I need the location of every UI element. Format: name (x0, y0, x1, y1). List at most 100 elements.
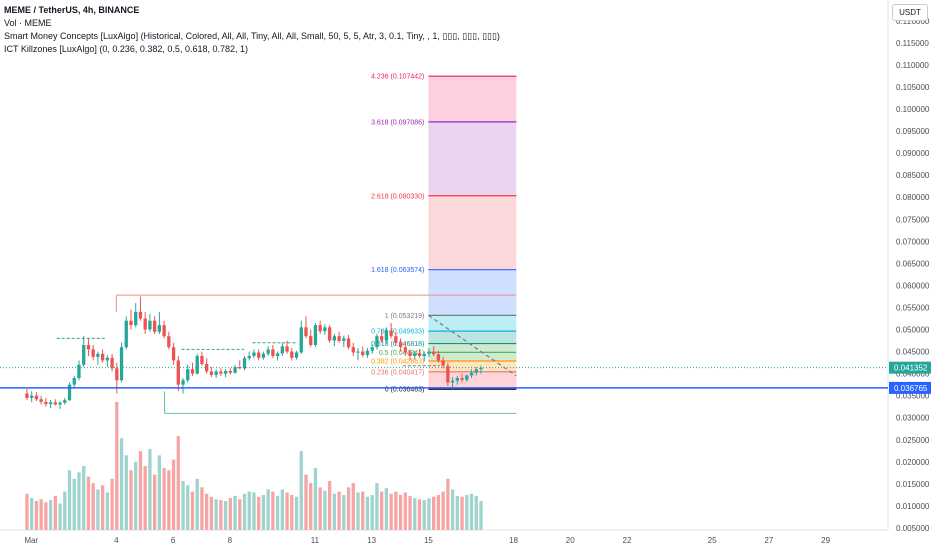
time-tick-label: 27 (764, 536, 773, 545)
fib-zone (428, 269, 517, 316)
candle-body (214, 371, 218, 375)
fib-level-label: 0 (0.036463) (385, 387, 425, 394)
volume-bar (417, 499, 422, 530)
candle-body (176, 360, 180, 385)
candle-body (247, 356, 251, 359)
volume-bar (48, 500, 53, 530)
fib-zone (428, 343, 517, 353)
fib-level-label: 0.618 (0.046818) (371, 341, 424, 348)
price-tick-label: 0.110000 (896, 61, 929, 70)
volume-bar (100, 485, 105, 530)
price-tick-label: 0.100000 (896, 105, 930, 114)
candle-body (63, 400, 67, 403)
currency-button[interactable]: USDT (892, 4, 928, 21)
volume-bar (318, 487, 322, 530)
candle-body (422, 353, 426, 356)
volume-bar (346, 487, 351, 530)
volume-bar (479, 500, 483, 530)
candle-body (403, 347, 407, 353)
candle-body (375, 336, 379, 348)
volume-bar (223, 500, 228, 530)
candle-body (441, 360, 445, 366)
volume-bar (148, 448, 152, 530)
price-tick-label: 0.090000 (896, 149, 930, 158)
candle-body (209, 371, 214, 375)
candle-body (299, 327, 303, 353)
candle-body (181, 380, 185, 385)
candle-body (394, 336, 398, 343)
fib-level-label: 3.618 (0.097086) (371, 119, 424, 126)
price-tick-label: 0.075000 (896, 215, 930, 224)
volume-bar (157, 455, 162, 530)
candle-body (257, 352, 261, 358)
volume-bar (413, 498, 417, 530)
candle-body (261, 353, 266, 358)
candle-body (323, 327, 327, 332)
candle-body (384, 330, 389, 341)
candle-body (152, 320, 157, 332)
symbol-title[interactable]: MEME / TetherUS, 4h, BINANCE (4, 5, 140, 15)
smc-indicator-label[interactable]: Smart Money Concepts [LuxAlgo] (Historic… (4, 31, 500, 41)
volume-indicator-label[interactable]: Vol · MEME (4, 18, 52, 28)
candle-body (417, 353, 422, 356)
candle-body (143, 318, 147, 330)
candle-body (167, 336, 171, 348)
volume-bar (403, 492, 407, 530)
candle-body (91, 349, 95, 357)
fib-zone (428, 361, 517, 372)
time-tick-label: 18 (509, 536, 518, 545)
candle-body (242, 358, 247, 369)
volume-bar (115, 402, 119, 530)
chart-legend: MEME / TetherUS, 4h, BINANCE Vol · MEME … (4, 4, 500, 56)
candle-body (134, 311, 138, 326)
volume-bar (110, 478, 114, 530)
volume-bar (176, 436, 180, 530)
candle-body (465, 375, 469, 380)
blue-line-tag-label: 0.036765 (894, 384, 928, 393)
candle-body (479, 367, 483, 370)
volume-bar (427, 498, 431, 530)
candle-body (53, 402, 57, 405)
candle-body (413, 353, 417, 356)
fib-zone (428, 371, 517, 390)
candle-body (105, 357, 110, 361)
volume-bar (77, 472, 81, 530)
volume-bar (190, 491, 195, 530)
candle-body (275, 353, 280, 356)
candle-body (469, 372, 474, 376)
volume-bar (351, 483, 355, 530)
price-tick-label: 0.020000 (896, 458, 930, 467)
volume-bar (181, 480, 185, 530)
candle-body (238, 367, 242, 369)
candle-body (228, 370, 232, 373)
candle-body (124, 320, 128, 348)
volume-bar (72, 478, 76, 530)
volume-bar (143, 466, 147, 530)
price-tick-label: 0.005000 (896, 524, 930, 533)
volume-bar (129, 470, 133, 530)
volume-bar (67, 470, 72, 530)
volume-bar (209, 496, 214, 530)
fib-zone (428, 352, 517, 362)
candle-body (129, 320, 133, 326)
fib-zone (428, 76, 517, 122)
candle-body (455, 378, 459, 381)
candle-body (138, 311, 143, 319)
volume-bar (266, 489, 270, 530)
candle-body (285, 346, 289, 352)
volume-bar (361, 491, 365, 530)
fib-level-label: 0.786 (0.049633) (371, 329, 424, 336)
candle-body (370, 347, 374, 351)
volume-bar (446, 478, 450, 530)
candle-body (30, 395, 34, 398)
volume-bar (365, 496, 370, 530)
volume-bar (171, 459, 176, 530)
price-tick-label: 0.115000 (896, 39, 929, 48)
volume-bar (261, 495, 266, 530)
candle-body (427, 351, 431, 354)
ict-indicator-label[interactable]: ICT Killzones [LuxAlgo] (0, 0.236, 0.382… (4, 44, 248, 54)
volume-bar (332, 493, 337, 530)
fib-zone (428, 121, 517, 196)
fib-level-label: 0.382 (0.042863) (371, 359, 424, 366)
